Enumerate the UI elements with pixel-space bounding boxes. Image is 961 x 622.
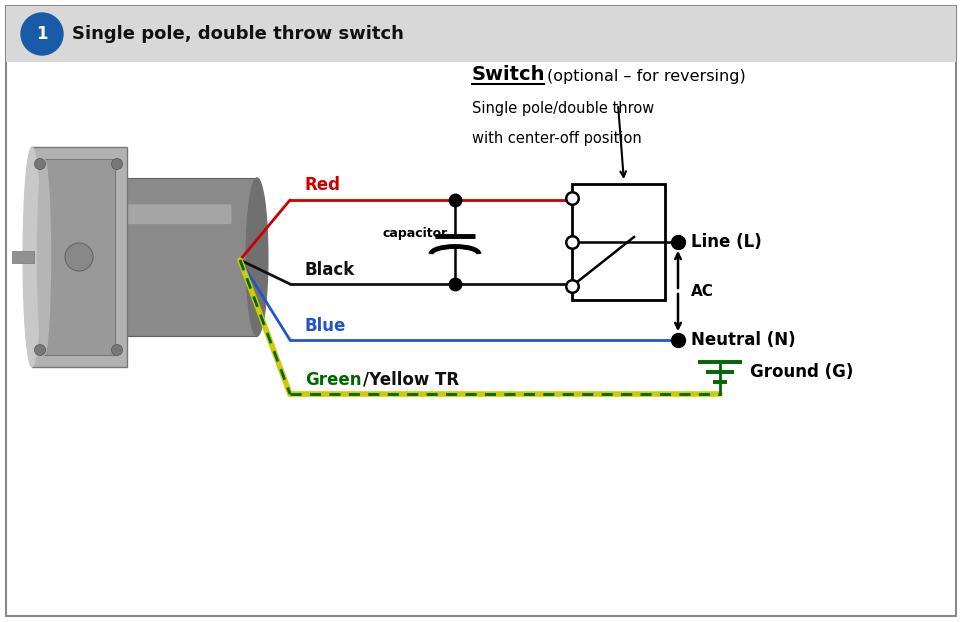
Ellipse shape: [96, 178, 118, 337]
Circle shape: [21, 13, 62, 55]
Ellipse shape: [23, 147, 41, 367]
Circle shape: [35, 159, 45, 170]
Text: Single pole, double throw switch: Single pole, double throw switch: [72, 25, 404, 43]
Circle shape: [35, 345, 45, 356]
Ellipse shape: [37, 159, 50, 355]
Text: Ground (G): Ground (G): [750, 363, 852, 381]
Bar: [32, 147, 127, 367]
Text: 1: 1: [37, 25, 48, 43]
Circle shape: [65, 243, 93, 271]
Text: Blue: Blue: [305, 317, 346, 335]
Text: (optional – for reversing): (optional – for reversing): [547, 69, 745, 84]
Bar: [12, 251, 34, 263]
Text: capacitor: capacitor: [382, 228, 448, 241]
Text: Line (L): Line (L): [690, 233, 761, 251]
Text: /Yellow TR: /Yellow TR: [362, 371, 458, 389]
Circle shape: [111, 159, 122, 170]
Circle shape: [111, 345, 122, 356]
Bar: [44, 159, 115, 355]
Text: with center-off position: with center-off position: [472, 131, 641, 146]
Text: Neutral (N): Neutral (N): [690, 331, 795, 349]
Text: Red: Red: [305, 176, 340, 194]
Text: Green: Green: [305, 371, 361, 389]
FancyBboxPatch shape: [115, 204, 232, 224]
Bar: [107, 178, 257, 337]
Text: Black: Black: [305, 261, 355, 279]
Text: Single pole/double throw: Single pole/double throw: [472, 101, 653, 116]
Bar: [572, 184, 664, 300]
Text: Switch: Switch: [472, 65, 545, 84]
Bar: [6, 6, 955, 62]
Text: AC: AC: [690, 284, 713, 299]
Ellipse shape: [246, 178, 268, 337]
